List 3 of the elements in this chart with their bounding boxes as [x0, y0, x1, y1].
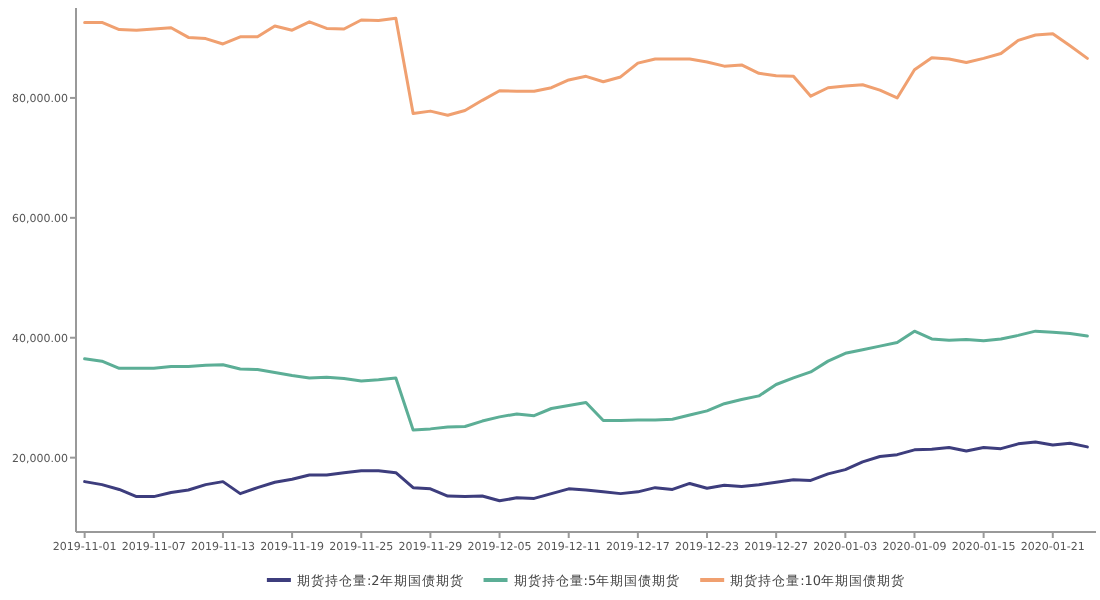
line-series	[83, 329, 1089, 432]
line-series	[83, 440, 1089, 503]
line-series	[83, 16, 1089, 117]
